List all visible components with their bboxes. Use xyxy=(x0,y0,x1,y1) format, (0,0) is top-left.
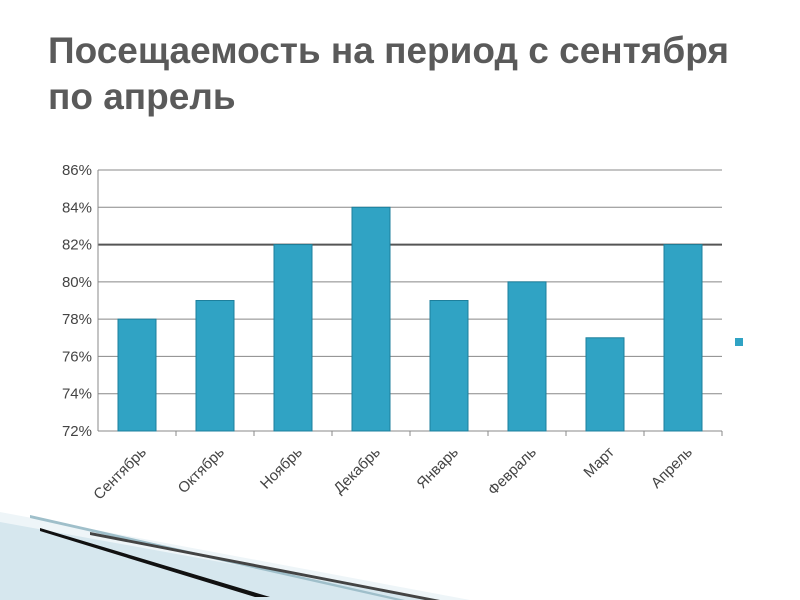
bar-8 xyxy=(663,244,703,432)
x-category-label: Январь xyxy=(413,444,462,493)
x-category-label: Ноябрь xyxy=(257,444,306,493)
y-tick-label: 76% xyxy=(62,348,92,365)
x-category-label: Октябрь xyxy=(175,444,228,497)
bar-2 xyxy=(195,300,235,432)
y-tick-label: 86% xyxy=(62,162,92,179)
y-tick-label: 80% xyxy=(62,274,92,291)
x-category-label: Апрель xyxy=(648,444,696,492)
decorative-streaks xyxy=(0,512,470,600)
bar-1 xyxy=(117,318,157,432)
bar-7 xyxy=(585,337,625,432)
y-tick-label: 74% xyxy=(62,386,92,403)
bar-6 xyxy=(507,281,547,432)
x-axis-labels: Сентябрь Октябрь Ноябрь Декабрь Январь Феврал… xyxy=(90,431,723,504)
y-tick-label: 82% xyxy=(62,237,92,254)
y-tick-label: 72% xyxy=(62,423,92,440)
x-category-label: Декабрь xyxy=(330,444,384,498)
x-category-label: Март xyxy=(580,444,617,481)
bar-5 xyxy=(429,300,469,432)
bar-3 xyxy=(273,244,313,432)
y-tick-label: 84% xyxy=(62,199,92,216)
y-tick-label: 78% xyxy=(62,311,92,328)
y-axis-ticks: 72% 74% 76% 78% 80% 82% 84% 86% xyxy=(62,162,92,440)
slide-title: Посещаемость на период с сентября по апр… xyxy=(48,30,729,117)
x-category-label: Февраль xyxy=(485,444,540,499)
bar-4 xyxy=(351,206,391,432)
grid-lines xyxy=(97,169,722,432)
legend-swatch xyxy=(735,338,743,346)
bars xyxy=(117,206,703,432)
legend xyxy=(735,338,743,346)
x-category-label: Сентябрь xyxy=(90,444,150,504)
